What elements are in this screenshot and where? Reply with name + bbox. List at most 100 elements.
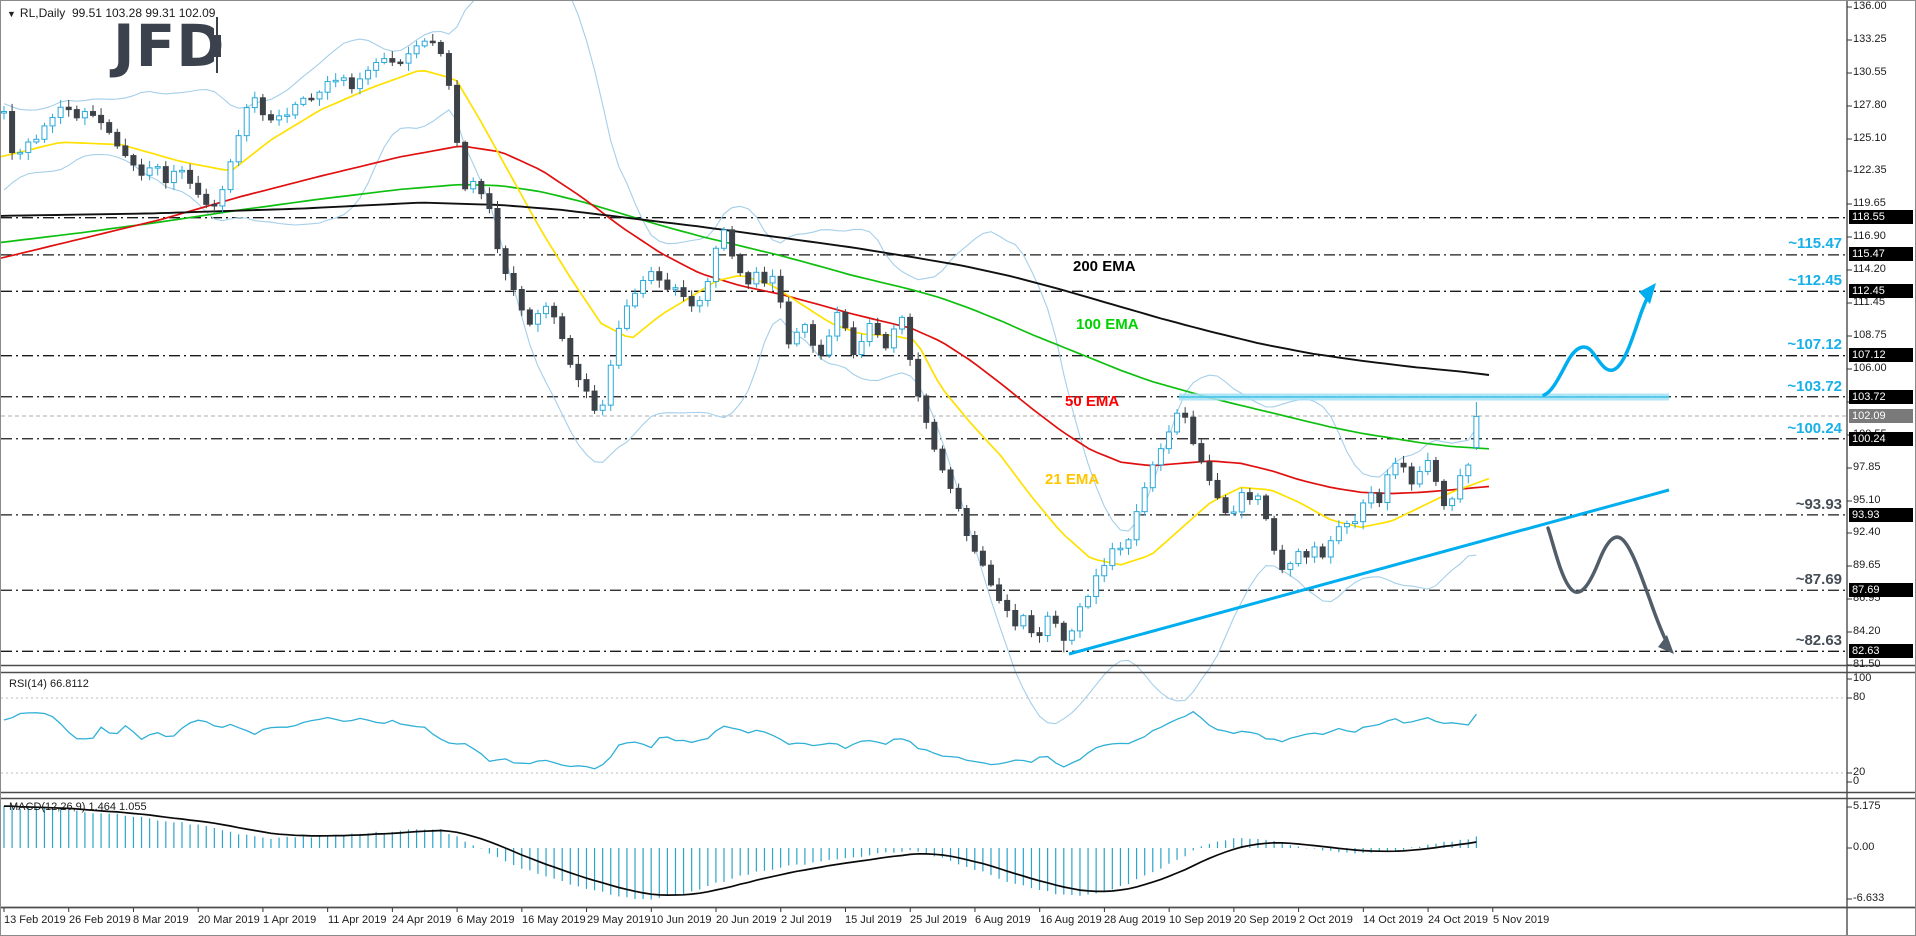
candle-body <box>510 272 517 291</box>
rsi-axis-label: 100 <box>1853 672 1872 684</box>
support-trendline[interactable] <box>1068 488 1670 656</box>
candle-body <box>1093 575 1100 598</box>
candle-body <box>316 91 323 100</box>
candle-body <box>801 324 808 333</box>
candle-body <box>672 287 679 290</box>
candle-body <box>1206 461 1213 481</box>
candle-body <box>1473 415 1480 449</box>
candle-body <box>1190 416 1197 445</box>
candle-body <box>898 316 905 330</box>
candle-body <box>373 62 380 71</box>
candle-body <box>494 208 501 250</box>
bullish-arrow-head <box>1639 283 1656 304</box>
symbol-name: RL,Daily <box>19 6 66 20</box>
price-axis-label: 106.00 <box>1853 362 1887 374</box>
candle-body <box>187 169 194 184</box>
candle-body <box>664 279 671 290</box>
price-axis-label: 136.00 <box>1853 0 1887 12</box>
candle-body <box>1327 540 1334 558</box>
candle-body <box>721 229 728 249</box>
bullish-projection-arrow <box>1542 289 1653 397</box>
candle-body <box>276 115 283 121</box>
candle-body <box>543 305 550 315</box>
jfd-logo-candle-body <box>212 35 221 57</box>
price-axis-level-label: 107.12 <box>1849 348 1913 362</box>
candle-body <box>397 61 404 65</box>
candle-body <box>623 305 630 329</box>
ema-label: 100 EMA <box>1076 316 1139 333</box>
date-axis-label: 8 Mar 2019 <box>133 914 189 926</box>
candle-body <box>146 167 153 176</box>
candle-body <box>106 122 113 133</box>
chevron-down-icon[interactable]: ▼ <box>7 9 16 19</box>
candle-body <box>1222 497 1229 514</box>
candle-body <box>826 335 833 356</box>
bollinger-upper-band <box>3 1 1477 532</box>
price-axis-label: 95.10 <box>1853 494 1881 506</box>
date-axis-label: 6 May 2019 <box>457 914 515 926</box>
price-axis-label: 81.50 <box>1853 658 1881 670</box>
date-axis-label: 11 Apr 2019 <box>328 914 387 926</box>
price-axis-level-label: 87.69 <box>1849 583 1913 597</box>
candle-body <box>81 111 88 119</box>
candle-body <box>810 324 816 346</box>
jfd-logo: JFD <box>113 17 225 75</box>
candle-body <box>1238 492 1245 513</box>
candle-body <box>1157 448 1164 466</box>
candle-body <box>599 404 606 411</box>
candle-body <box>1044 615 1051 637</box>
candle-body <box>1004 599 1011 611</box>
candle-body <box>1149 464 1156 489</box>
level-price-label: ~107.12 <box>1787 336 1842 353</box>
price-axis-level-label: 103.72 <box>1849 390 1913 404</box>
candle-body <box>33 138 40 143</box>
level-price-label: ~87.69 <box>1795 571 1842 588</box>
candle-body <box>429 40 436 44</box>
rsi-axis-label: 0 <box>1853 775 1860 787</box>
date-axis-label: 16 May 2019 <box>522 914 586 926</box>
price-axis-level-label: 115.47 <box>1849 247 1913 261</box>
candle-body <box>591 390 598 411</box>
candle-body <box>332 79 339 83</box>
candle-body <box>1174 412 1181 433</box>
date-axis-label: 14 Oct 2019 <box>1363 914 1423 926</box>
bearish-arrow-head <box>1658 635 1674 654</box>
price-axis-label: 127.80 <box>1853 99 1887 111</box>
candle-body <box>1109 548 1116 567</box>
candle-body <box>753 271 760 285</box>
candle-body <box>437 41 444 55</box>
candle-body <box>874 323 881 336</box>
candle-body <box>939 448 946 471</box>
candle-body <box>49 116 56 127</box>
price-axis-label: 111.45 <box>1853 296 1886 308</box>
candle-body <box>259 97 266 116</box>
candle-body <box>518 289 525 311</box>
candle-body <box>486 193 493 210</box>
candle-body <box>729 229 736 257</box>
date-axis-label: 28 Aug 2019 <box>1104 914 1166 926</box>
date-axis-label: 2 Oct 2019 <box>1299 914 1353 926</box>
jfd-logo-text: JFD <box>113 12 226 80</box>
level-price-label: ~103.72 <box>1787 378 1842 395</box>
candle-body <box>1287 563 1294 570</box>
date-axis-label: 15 Jul 2019 <box>845 914 902 926</box>
candle-body <box>761 271 768 284</box>
date-axis-label: 6 Aug 2019 <box>975 914 1031 926</box>
candle-body <box>98 114 105 124</box>
candle-body <box>1198 443 1205 463</box>
price-axis-level-label: 118.55 <box>1849 210 1913 224</box>
candle-body <box>1400 462 1407 468</box>
date-axis-label: 5 Nov 2019 <box>1493 914 1550 926</box>
candle-body <box>777 275 784 303</box>
date-axis-label: 24 Oct 2019 <box>1428 914 1488 926</box>
candle-body <box>1182 412 1189 418</box>
level-price-label: ~112.45 <box>1788 272 1842 289</box>
candle-body <box>656 271 663 281</box>
candle-body <box>1279 549 1286 570</box>
candle-body <box>41 125 48 140</box>
candle-body <box>1141 487 1148 513</box>
date-axis-label: 10 Jun 2019 <box>651 914 712 926</box>
candle-body <box>923 395 930 423</box>
ema-label: 21 EMA <box>1045 471 1100 488</box>
